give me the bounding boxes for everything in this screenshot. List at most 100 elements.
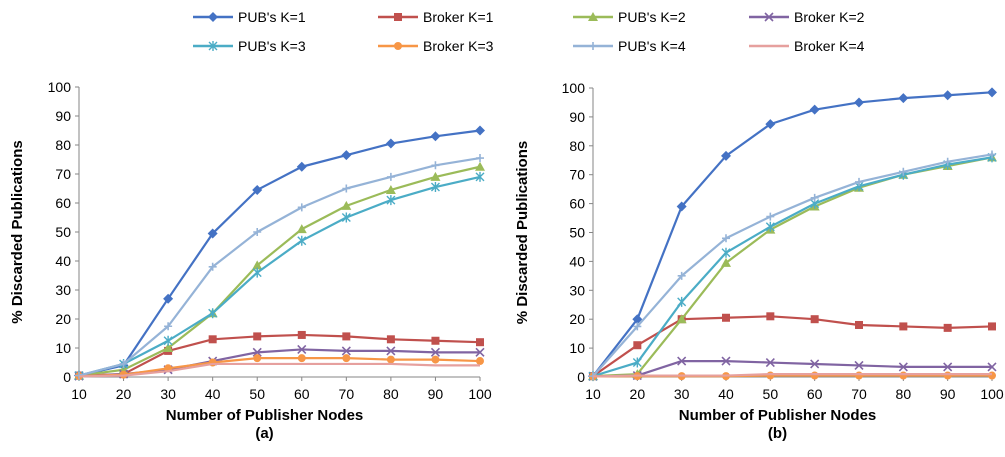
- data-point: [341, 212, 351, 223]
- data-point: [988, 150, 996, 159]
- x-tick-label: 90: [940, 386, 956, 402]
- x-tick-label: 20: [630, 386, 646, 402]
- x-tick-label: 70: [339, 386, 355, 402]
- data-point: [430, 131, 441, 142]
- data-point: [430, 347, 441, 357]
- legend-marker: [394, 42, 402, 50]
- data-point: [430, 171, 441, 181]
- x-axis-title: Number of Publisher Nodes: [166, 407, 364, 424]
- y-tick-label: 100: [562, 80, 586, 96]
- y-tick-label: 20: [55, 311, 71, 327]
- data-point: [252, 184, 263, 195]
- legend-label: Broker K=1: [423, 9, 494, 25]
- data-point: [676, 314, 687, 324]
- y-axis-title: % Discarded Publications: [514, 141, 531, 324]
- data-point: [385, 138, 396, 149]
- x-tick-label: 10: [71, 386, 87, 402]
- panel-label: (a): [255, 425, 273, 442]
- series-line: [78, 333, 481, 377]
- y-tick-label: 90: [55, 108, 71, 124]
- data-point: [810, 193, 819, 202]
- data-point: [476, 338, 484, 347]
- y-tick-label: 50: [55, 224, 71, 240]
- data-point: [632, 357, 642, 368]
- series-line: [78, 156, 481, 377]
- y-axis-title: % Discarded Publications: [9, 140, 26, 323]
- data-point: [677, 296, 687, 307]
- data-point: [297, 203, 306, 212]
- data-point: [943, 323, 952, 332]
- data-point: [633, 322, 642, 331]
- series-line: [592, 360, 992, 378]
- data-point: [342, 332, 351, 341]
- x-tick-label: 80: [383, 386, 399, 402]
- x-tick-label: 100: [980, 386, 1004, 402]
- series-group: [78, 362, 480, 378]
- legend-label: Broker K=3: [423, 38, 494, 54]
- data-point: [475, 171, 485, 182]
- data-point: [765, 357, 775, 368]
- y-tick-label: 60: [569, 196, 585, 212]
- data-point: [164, 322, 173, 331]
- legend-label: PUB's K=1: [238, 9, 306, 25]
- legend-label: Broker K=2: [794, 9, 865, 25]
- data-point: [475, 347, 485, 357]
- data-point: [475, 125, 485, 136]
- legend-marker: [764, 12, 774, 22]
- series-line: [78, 129, 481, 377]
- y-tick-label: 60: [55, 195, 71, 211]
- series-group: [74, 125, 485, 381]
- series-line: [592, 153, 993, 377]
- x-axis-title: Number of Publisher Nodes: [679, 407, 877, 424]
- data-point: [386, 346, 396, 356]
- legend-marker: [394, 13, 402, 21]
- data-point: [431, 161, 440, 170]
- x-tick-label: 10: [585, 386, 601, 402]
- data-point: [297, 344, 307, 355]
- data-point: [943, 157, 952, 166]
- data-point: [207, 228, 218, 239]
- data-point: [208, 335, 217, 344]
- data-point: [722, 234, 730, 243]
- data-point: [722, 313, 730, 322]
- x-tick-label: 30: [160, 386, 176, 402]
- legend-item: PUB's K=2: [573, 9, 686, 25]
- y-tick-label: 80: [569, 138, 585, 154]
- data-point: [766, 312, 775, 321]
- data-point: [475, 161, 485, 171]
- legend-item: Broker K=2: [749, 9, 865, 25]
- y-tick-label: 50: [569, 225, 585, 241]
- legend-item: Broker K=1: [378, 9, 494, 25]
- data-point: [810, 315, 819, 324]
- data-point: [163, 343, 174, 352]
- data-point: [676, 201, 687, 212]
- legend-item: PUB's K=1: [193, 9, 306, 25]
- legend-marker: [588, 12, 598, 21]
- y-tick-label: 10: [55, 340, 71, 356]
- x-tick-label: 40: [718, 386, 734, 402]
- data-point: [297, 235, 307, 246]
- series-group: [589, 150, 996, 381]
- data-point: [987, 87, 997, 98]
- y-tick-label: 70: [55, 166, 71, 182]
- series-line: [78, 165, 481, 377]
- data-point: [721, 257, 731, 267]
- data-point: [810, 371, 819, 380]
- data-point: [942, 90, 953, 101]
- y-tick-label: 80: [55, 137, 71, 153]
- data-point: [988, 371, 996, 380]
- y-tick-label: 40: [569, 253, 585, 269]
- data-point: [341, 150, 352, 161]
- series-line: [592, 156, 993, 378]
- data-point: [253, 354, 262, 363]
- y-tick-label: 30: [569, 282, 585, 298]
- legend-label: PUB's K=2: [618, 9, 686, 25]
- data-point: [253, 228, 262, 236]
- data-point: [297, 330, 306, 339]
- series-line: [592, 91, 993, 377]
- x-tick-label: 100: [468, 386, 492, 402]
- legend-item: PUB's K=3: [193, 38, 306, 54]
- series-line: [78, 175, 481, 377]
- data-point: [386, 355, 395, 364]
